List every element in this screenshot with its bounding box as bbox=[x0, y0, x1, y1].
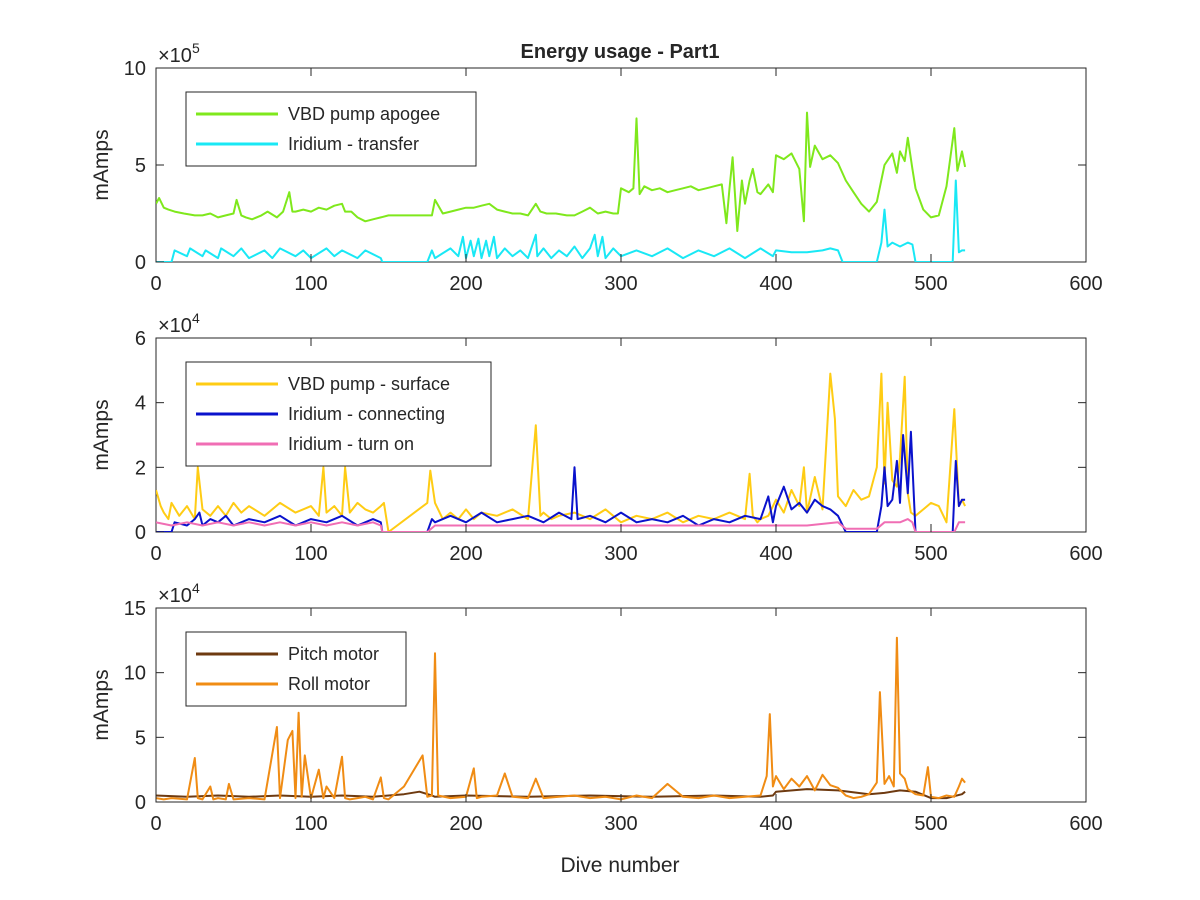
y-tick-label: 0 bbox=[135, 792, 146, 814]
x-tick-label: 100 bbox=[294, 813, 327, 835]
x-tick-label: 500 bbox=[914, 543, 947, 565]
y-tick-label: 0 bbox=[135, 252, 146, 274]
y-axis-label: mAmps bbox=[90, 669, 113, 740]
y-exponent-base: ×10 bbox=[158, 315, 192, 337]
x-tick-label: 300 bbox=[604, 273, 637, 295]
y-tick-label: 5 bbox=[135, 727, 146, 749]
legend: VBD pump apogee Iridium - transfer bbox=[185, 91, 477, 167]
y-exponent-base: ×10 bbox=[158, 45, 192, 67]
series-line-iridium-transfer bbox=[156, 179, 966, 262]
x-tick-label: 100 bbox=[294, 273, 327, 295]
x-tick-label: 200 bbox=[449, 813, 482, 835]
legend-box bbox=[185, 631, 407, 707]
x-tick-label: 0 bbox=[150, 543, 161, 565]
y-exponent-power: 4 bbox=[192, 310, 200, 326]
y-tick-label: 0 bbox=[135, 522, 146, 544]
x-tick-label: 500 bbox=[914, 273, 947, 295]
series-line-iridium-turn-on bbox=[156, 518, 966, 532]
legend-entry: Iridium - transfer bbox=[288, 134, 419, 154]
x-tick-label: 400 bbox=[759, 543, 792, 565]
series-line-vbd-pump-apogee bbox=[156, 111, 967, 232]
legend-entry: VBD pump - surface bbox=[288, 374, 450, 394]
subplot-3: 0 100 200 300 400 500 600 0 5 10 15 ×104 mAmps Pitch … bbox=[90, 580, 1103, 835]
y-axis-label: mAmps bbox=[90, 129, 113, 200]
legend: VBD pump - surface Iridium - connecting Ir… bbox=[185, 361, 492, 467]
y-axis-label: mAmps bbox=[90, 399, 113, 470]
legend: Pitch motor Roll motor bbox=[185, 631, 407, 707]
legend-entry: Iridium - turn on bbox=[288, 434, 414, 454]
y-tick-label: 10 bbox=[124, 58, 146, 80]
x-tick-label: 500 bbox=[914, 813, 947, 835]
x-tick-label: 600 bbox=[1069, 813, 1102, 835]
series-group bbox=[156, 372, 966, 532]
legend-entry: Pitch motor bbox=[288, 644, 379, 664]
x-tick-label: 0 bbox=[150, 813, 161, 835]
legend-entry: Roll motor bbox=[288, 674, 370, 694]
series-line-roll-motor bbox=[156, 636, 966, 801]
x-tick-label: 600 bbox=[1069, 273, 1102, 295]
y-tick-label: 6 bbox=[135, 328, 146, 350]
legend-entry: VBD pump apogee bbox=[288, 104, 440, 124]
x-tick-label: 300 bbox=[604, 543, 637, 565]
x-tick-label: 600 bbox=[1069, 543, 1102, 565]
y-tick-label: 4 bbox=[135, 393, 146, 415]
x-tick-label: 400 bbox=[759, 813, 792, 835]
y-exponent-base: ×10 bbox=[158, 585, 192, 607]
x-tick-label: 300 bbox=[604, 813, 637, 835]
x-tick-label: 100 bbox=[294, 543, 327, 565]
y-exponent-label: ×104 bbox=[158, 310, 200, 337]
x-tick-label: 0 bbox=[150, 273, 161, 295]
legend-entry: Iridium - connecting bbox=[288, 404, 445, 424]
y-tick-label: 10 bbox=[124, 663, 146, 685]
y-tick-label: 2 bbox=[135, 457, 146, 479]
y-exponent-label: ×105 bbox=[158, 40, 200, 67]
y-tick-label: 5 bbox=[135, 155, 146, 177]
figure-title: Energy usage - Part1 bbox=[521, 41, 720, 63]
x-tick-label: 400 bbox=[759, 273, 792, 295]
y-tick-label: 15 bbox=[124, 598, 146, 620]
x-tick-label: 200 bbox=[449, 543, 482, 565]
y-exponent-power: 4 bbox=[192, 580, 200, 596]
y-exponent-label: ×104 bbox=[158, 580, 200, 607]
y-exponent-power: 5 bbox=[192, 40, 200, 56]
series-line-iridium-connecting bbox=[156, 430, 966, 532]
x-axis-label: Dive number bbox=[560, 854, 679, 877]
x-tick-label: 200 bbox=[449, 273, 482, 295]
legend-box bbox=[185, 91, 477, 167]
series-line-vbd-pump-surface bbox=[156, 372, 966, 532]
series-group bbox=[156, 111, 967, 262]
